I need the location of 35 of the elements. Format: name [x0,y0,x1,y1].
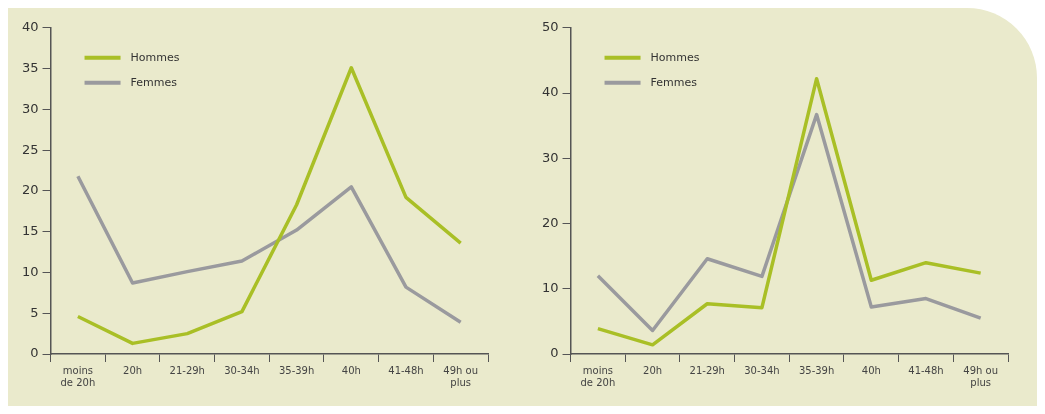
y-tick-label: 30 [22,100,39,116]
x-tick-label: 41-48h [908,364,944,376]
y-tick-label: 15 [22,223,39,239]
x-tick-label: 20h [123,364,143,376]
y-tick-label: 50 [542,19,559,35]
x-tick-label: 41-48h [388,364,424,376]
y-tick-label: 35 [22,59,39,75]
x-tick-label: 49h ou plus [443,364,479,388]
legend-label: Hommes [650,50,700,64]
y-tick-label: 10 [542,280,559,296]
x-tick-label: 30-34h [224,364,260,376]
x-tick-label: 20h [643,364,663,376]
y-tick-label: 20 [22,182,39,198]
x-tick-label: 40h [861,364,881,376]
y-tick-label: 5 [30,304,39,320]
x-tick-label: 30-34h [744,364,780,376]
x-tick-label: 49h ou plus [963,364,999,388]
y-tick-label: 25 [22,141,39,157]
legend-label: Hommes [130,50,180,64]
y-tick-label: 40 [22,19,39,35]
x-tick-label: 35-39h [798,364,835,376]
x-tick-label: 35-39h [278,364,315,376]
y-tick-label: 30 [542,149,559,165]
x-tick-label: moins de 20h [580,364,616,388]
x-tick-label: 40h [341,364,361,376]
x-tick-label: moins de 20h [60,364,96,388]
x-tick-label: 21-29h [169,364,205,376]
y-tick-label: 40 [542,84,559,100]
y-tick-label: 0 [30,345,39,361]
legend-label: Femmes [650,75,698,89]
y-tick-label: 10 [22,263,39,279]
y-tick-label: 20 [542,214,559,230]
y-tick-label: 0 [550,345,559,361]
legend-label: Femmes [130,75,178,89]
x-tick-label: 21-29h [689,364,725,376]
